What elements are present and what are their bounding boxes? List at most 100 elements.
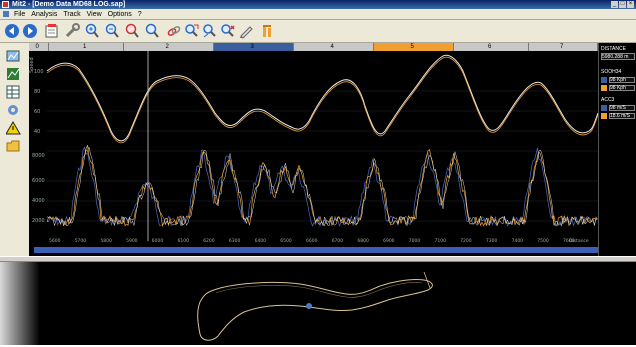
lap-strip: 0 1 2 3 4 5 6 7 — [29, 43, 598, 51]
x-tick-7000: 7000 — [409, 238, 421, 244]
forward-icon[interactable] — [22, 23, 38, 39]
x-tick-7600: 7600 — [563, 238, 575, 244]
x-tick-7100: 7100 — [435, 238, 447, 244]
x-tick-7200: 7200 — [460, 238, 472, 244]
x-tick-6100: 6100 — [178, 238, 190, 244]
track-map[interactable] — [0, 262, 636, 345]
x-tick-6700: 6700 — [332, 238, 344, 244]
acc-channel-label: ACC3 — [601, 97, 615, 103]
telemetry-chart[interactable]: Speed 100 80 60 40 8000 6000 4000 2000 5… — [29, 51, 599, 256]
window-controls: _ □ × — [611, 0, 634, 8]
x-tick-6800: 6800 — [357, 238, 369, 244]
gear-icon[interactable] — [6, 103, 21, 117]
lower-tick-6000: 6000 — [32, 178, 45, 184]
lap-3[interactable]: 3 — [214, 43, 294, 51]
x-tick-7500: 7500 — [537, 238, 549, 244]
link-icon[interactable] — [166, 23, 182, 39]
maximize-button[interactable]: □ — [619, 1, 626, 8]
upper-tick-60: 60 — [34, 109, 40, 115]
start-finish-marker — [423, 271, 431, 289]
lap-4[interactable]: 4 — [294, 43, 374, 51]
menu-view[interactable]: View — [86, 10, 102, 18]
upper-tick-40: 40 — [34, 129, 40, 135]
speed-trace-white — [46, 54, 599, 142]
toolbar — [0, 20, 636, 43]
track-outline — [197, 279, 433, 341]
x-tick-6200: 6200 — [203, 238, 215, 244]
x-tick-5800: 5800 — [100, 238, 112, 244]
folder-icon[interactable] — [6, 139, 21, 153]
zoom-in-icon[interactable] — [84, 23, 100, 39]
title-bar: Mit2 - [Demo Data MD68 LOG.sap] _ □ × — [0, 0, 636, 9]
acc-trace-white — [46, 146, 598, 227]
lower-tick-2000: 2000 — [32, 218, 45, 224]
lap-1[interactable]: 1 — [49, 43, 124, 51]
x-tick-7400: 7400 — [512, 238, 524, 244]
distance-label: DISTANCE — [601, 46, 626, 52]
x-tick-6000: 6000 — [152, 238, 164, 244]
pane-divider[interactable] — [0, 256, 636, 262]
acc-value-2: 18.6 m/S — [609, 113, 635, 119]
measure-icon[interactable] — [184, 23, 200, 39]
x-axis-label: Distance — [569, 238, 589, 244]
channel-values-panel: DISTANCE 5980.288 m SOOH34 98 Kph 98 Kph… — [598, 43, 636, 256]
lap-7[interactable]: 7 — [529, 43, 598, 51]
upper-tick-100: 100 — [34, 69, 44, 75]
track-map-svg[interactable] — [0, 262, 636, 345]
distance-value: 5980.288 m — [601, 53, 635, 60]
left-tool-panel — [0, 43, 30, 256]
car-position-marker[interactable] — [306, 303, 312, 309]
screen-glare — [0, 262, 40, 345]
x-tick-6300: 6300 — [229, 238, 241, 244]
pencil-icon[interactable] — [238, 23, 254, 39]
lap-5[interactable]: 5 — [374, 43, 454, 51]
lower-traces — [46, 144, 598, 228]
minimize-button[interactable]: _ — [611, 1, 618, 8]
x-tick-5700: 5700 — [75, 238, 87, 244]
window-title: Mit2 - [Demo Data MD68 LOG.sap] — [12, 1, 126, 8]
chart-scrollbar[interactable] — [34, 247, 598, 253]
graph-icon[interactable] — [6, 67, 21, 81]
speed-swatch-blue — [601, 77, 607, 83]
acc-trace-blue — [46, 146, 598, 228]
menu-analysis[interactable]: Analysis — [31, 10, 58, 18]
x-tick-7300: 7300 — [486, 238, 498, 244]
speed-value-1: 98 Kph — [609, 77, 635, 83]
app-icon — [2, 1, 9, 8]
acc-value-1: 98 m/S — [609, 105, 635, 111]
close-button[interactable]: × — [627, 1, 634, 8]
marker-icon[interactable] — [220, 23, 236, 39]
lower-tick-4000: 4000 — [32, 198, 45, 204]
table-icon[interactable] — [6, 85, 21, 99]
menu-file[interactable]: File — [14, 10, 26, 18]
track-icon[interactable] — [202, 23, 218, 39]
zoom-fit-icon[interactable] — [124, 23, 140, 39]
speed-value-2: 98 Kph — [609, 85, 635, 91]
menu-bar: File Analysis Track View Options ? — [0, 9, 636, 20]
chart-grid — [47, 90, 598, 222]
lap-2[interactable]: 2 — [124, 43, 214, 51]
speed-swatch-orange — [601, 85, 607, 91]
speed-channel-label: SOOH34 — [601, 69, 622, 75]
telemetry-chart-svg[interactable]: Speed 100 80 60 40 8000 6000 4000 2000 5… — [29, 51, 599, 256]
x-axis-ticks: 5600 5700 5800 5900 6000 6100 6200 6300 6400 6500… — [49, 238, 575, 244]
menu-help[interactable]: ? — [137, 10, 142, 18]
zoom-out-icon[interactable] — [104, 23, 120, 39]
x-tick-6600: 6600 — [306, 238, 318, 244]
upper-axis-label: Speed — [29, 57, 35, 73]
x-tick-6900: 6900 — [383, 238, 395, 244]
wrench-icon[interactable] — [64, 23, 80, 39]
open-file-icon[interactable] — [44, 23, 60, 39]
lap-6[interactable]: 6 — [454, 43, 529, 51]
x-tick-5600: 5600 — [49, 238, 61, 244]
menu-track[interactable]: Track — [63, 10, 81, 18]
back-icon[interactable] — [4, 23, 20, 39]
warning-icon[interactable] — [6, 121, 21, 135]
channel-icon[interactable] — [6, 49, 21, 63]
x-tick-5900: 5900 — [126, 238, 138, 244]
menu-options[interactable]: Options — [107, 10, 132, 18]
lap-0[interactable]: 0 — [29, 43, 49, 51]
settings-icon[interactable] — [260, 23, 276, 39]
zoom-reset-icon[interactable] — [144, 23, 160, 39]
document-icon — [3, 11, 9, 17]
